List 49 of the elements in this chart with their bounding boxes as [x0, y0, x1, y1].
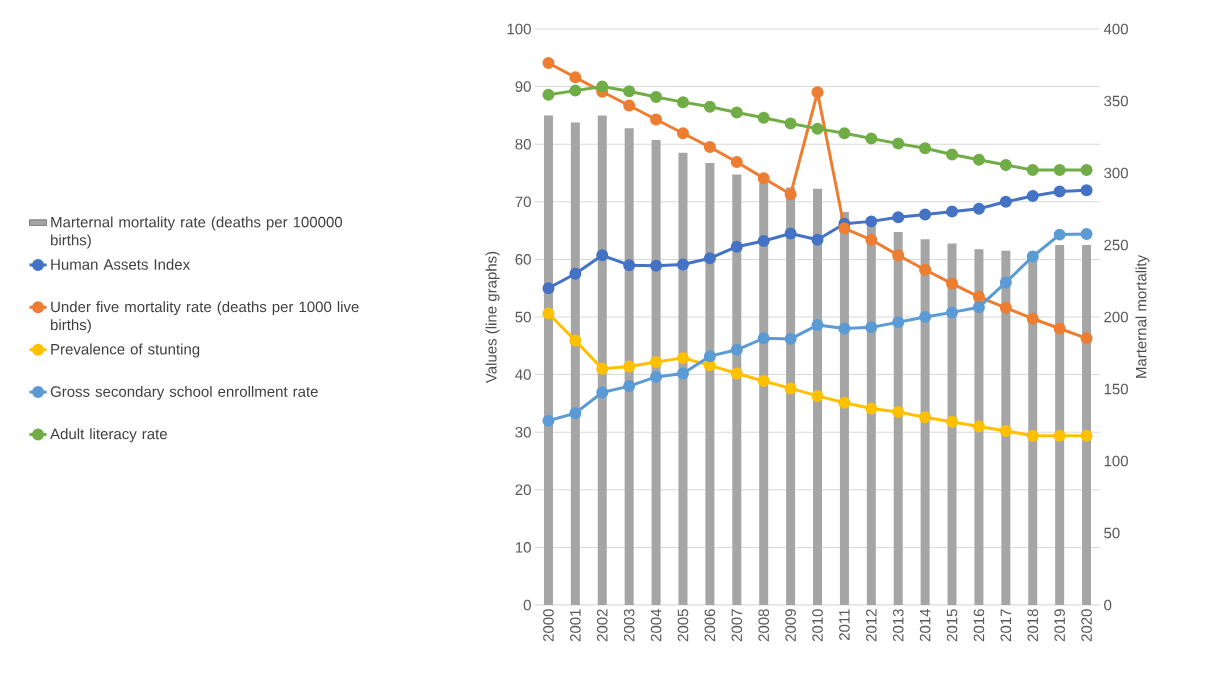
x-tick-label: 2015 [946, 609, 958, 642]
y-axis-title: Values (line graphs) [485, 251, 500, 384]
legend-label: Under five mortality rate (deaths per 1000 live births) [51, 301, 359, 334]
y-tick-label: 10 [515, 542, 531, 553]
legend-label: Gross secondary school enrollment rate [50, 385, 318, 400]
x-tick-label: 2017 [1000, 609, 1012, 642]
y2-tick-label: 100 [1104, 455, 1128, 467]
legend-label: Adult literacy rate [50, 428, 167, 443]
y2-tick-label: 300 [1104, 167, 1128, 179]
y-tick-label: 60 [515, 254, 531, 265]
x-tick-label: 2010 [812, 609, 823, 642]
y2-axis-title: Marternal mortality [1135, 254, 1150, 378]
x-tick-label: 2007 [731, 609, 743, 642]
x-tick-label: 2000 [543, 609, 554, 642]
legend-label: Prevalence of stunting [51, 343, 200, 358]
y2-tick-label: 400 [1103, 23, 1128, 35]
y2-tick-label: 150 [1104, 383, 1128, 395]
x-tick-label: 2014 [919, 608, 931, 642]
x-tick-label: 2005 [677, 609, 689, 642]
y-tick-label: 40 [515, 369, 531, 380]
x-tick-label: 2013 [892, 609, 904, 642]
x-tick-label: 2016 [973, 609, 985, 642]
legend-label: Marternal mortality rate (deaths per 100000 births) [51, 216, 343, 249]
y2-tick-label: 50 [1104, 527, 1120, 539]
y2-tick-label: 0 [1104, 599, 1112, 611]
x-tick-label: 2011 [839, 609, 850, 641]
y-tick-label: 80 [515, 138, 531, 150]
x-tick-label: 2020 [1081, 609, 1092, 642]
legend-label: Human Assets Index [51, 258, 190, 270]
y-tick-label: 30 [515, 426, 531, 438]
y-tick-label: 100 [507, 23, 531, 35]
y2-tick-label: 250 [1104, 239, 1128, 251]
y-tick-label: 0 [523, 599, 531, 611]
y-tick-label: 90 [515, 81, 531, 92]
y-tick-label: 70 [515, 196, 531, 208]
x-tick-label: 2006 [704, 609, 716, 642]
x-tick-label: 2002 [596, 609, 608, 642]
y-tick-label: 50 [515, 311, 531, 323]
x-tick-label: 2009 [785, 609, 796, 642]
x-tick-label: 2003 [623, 609, 635, 642]
x-tick-label: 2004 [650, 608, 662, 642]
x-tick-label: 2008 [758, 609, 770, 642]
x-tick-label: 2019 [1054, 609, 1065, 642]
y2-tick-label: 200 [1104, 311, 1128, 323]
y-tick-label: 20 [515, 484, 531, 496]
x-tick-label: 2012 [866, 609, 877, 642]
y2-tick-label: 350 [1104, 95, 1128, 107]
x-tick-label: 2018 [1027, 609, 1039, 642]
x-tick-label: 2001 [570, 609, 581, 642]
